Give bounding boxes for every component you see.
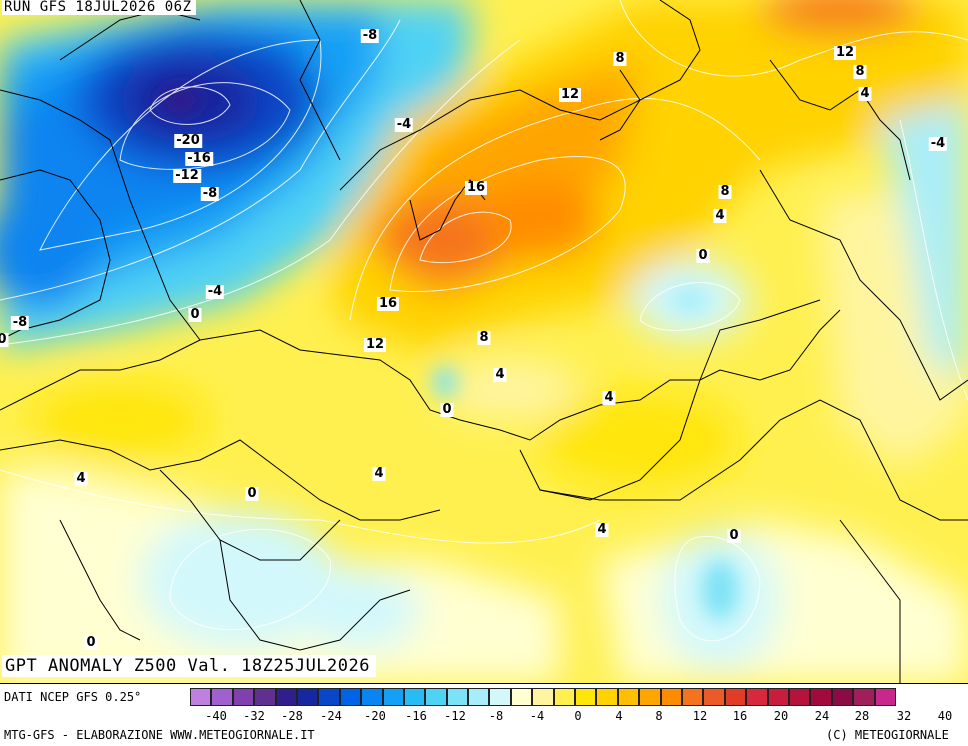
color-scale-swatch	[724, 688, 747, 706]
color-scale-swatch	[746, 688, 768, 706]
contour-label: 0	[440, 402, 454, 417]
color-scale-ticks: -40 -32 -28 -24 -20 -16 -12 -8 -4 0 4 8 12 16 20 24 28 32…	[190, 709, 960, 725]
color-scale-swatch	[660, 688, 682, 706]
contour-label: 0	[727, 528, 741, 543]
color-scale-tick-label: -32	[243, 709, 265, 723]
contour-label: 12	[363, 337, 387, 352]
color-scale-swatch	[596, 688, 618, 706]
contour-label: 4	[858, 86, 872, 101]
contour-label: -16	[185, 151, 213, 166]
color-scale-swatch	[425, 688, 447, 706]
contour-label: -8	[10, 315, 30, 330]
contour-label: 8	[613, 51, 627, 66]
copyright-label: (C) METEOGIORNALE	[826, 728, 949, 742]
contour-label: 16	[464, 180, 488, 195]
contour-label: 4	[595, 522, 609, 537]
color-scale-swatch	[361, 688, 383, 706]
color-scale-swatch	[617, 688, 640, 706]
contour-label: -8	[200, 186, 220, 201]
color-scale-tick-label: -24	[320, 709, 342, 723]
color-scale-tick-label: 12	[692, 709, 708, 723]
color-scale-tick-label: 16	[732, 709, 748, 723]
color-scale-tick-label: 8	[655, 709, 663, 723]
color-scale-swatch	[553, 688, 576, 706]
contour-label: -4	[205, 284, 225, 299]
color-scale-swatch	[382, 688, 404, 706]
color-scale-swatch	[681, 688, 704, 706]
contour-label: 8	[853, 64, 867, 79]
contour-label: -4	[928, 136, 948, 151]
color-scale-swatch	[275, 688, 297, 706]
color-scale-swatch	[468, 688, 490, 706]
color-scale-swatch	[190, 688, 212, 706]
color-scale-tick-label: 28	[854, 709, 870, 723]
contour-label: -12	[173, 168, 201, 183]
contour-label: 4	[372, 466, 386, 481]
color-scale-swatch	[853, 688, 875, 706]
color-scale-swatch	[296, 688, 319, 706]
color-scale-swatch	[639, 688, 661, 706]
contour-label: 12	[558, 87, 582, 102]
color-scale	[190, 688, 896, 706]
color-scale-swatch	[403, 688, 426, 706]
color-scale-swatch	[232, 688, 255, 706]
contour-label: 0	[188, 307, 202, 322]
color-scale-swatch	[532, 688, 554, 706]
contour-label: 4	[713, 208, 727, 223]
contour-label: 0	[696, 248, 710, 263]
color-scale-swatch	[339, 688, 362, 706]
color-scale-tick-label: -8	[488, 709, 504, 723]
contour-label: -8	[360, 28, 380, 43]
contour-label: 0	[0, 333, 9, 347]
color-scale-swatch	[703, 688, 725, 706]
data-source-label: DATI NCEP GFS 0.25°	[4, 690, 142, 704]
color-scale-tick-label: -40	[205, 709, 227, 723]
contour-label: 0	[84, 635, 98, 650]
contour-label: 4	[493, 367, 507, 382]
contour-label: 4	[74, 471, 88, 486]
color-scale-swatch	[874, 688, 896, 706]
map-title: GPT ANOMALY Z500 Val. 18Z25JUL2026	[2, 655, 376, 677]
color-scale-tick-label: 20	[773, 709, 789, 723]
color-scale-swatch	[575, 688, 597, 706]
color-scale-tick-label: 4	[615, 709, 623, 723]
color-scale-swatch	[788, 688, 811, 706]
color-scale-tick-label: -4	[529, 709, 545, 723]
contour-label: 4	[602, 390, 616, 405]
color-scale-tick-label: 40	[937, 709, 953, 723]
color-scale-swatch	[489, 688, 511, 706]
contour-label: -4	[394, 117, 414, 132]
run-label: RUN GFS 18JUL2026 06Z	[2, 0, 196, 15]
color-scale-tick-label: 32	[896, 709, 912, 723]
anomaly-map: -8 -20 -16 -12 -8 -4 -4 -8 0 12 8 16 16 …	[0, 0, 968, 683]
contour-label: 8	[718, 184, 732, 199]
color-scale-swatch	[254, 688, 276, 706]
color-scale-tick-label: -28	[281, 709, 303, 723]
contour-label: 16	[376, 296, 400, 311]
contour-label: -20	[174, 133, 202, 148]
color-scale-tick-label: 0	[574, 709, 582, 723]
color-scale-tick-label: -12	[444, 709, 466, 723]
contour-label: 12	[833, 45, 857, 60]
color-scale-swatch	[767, 688, 789, 706]
anomaly-field	[0, 0, 968, 683]
color-scale-swatch	[211, 688, 233, 706]
color-scale-swatch	[318, 688, 340, 706]
contour-label: 8	[477, 330, 491, 345]
color-scale-tick-label: -16	[405, 709, 427, 723]
color-scale-swatch	[810, 688, 832, 706]
contour-label: 0	[245, 486, 259, 501]
color-scale-tick-label: 24	[814, 709, 830, 723]
footer: DATI NCEP GFS 0.25° -40 -32 -28 -24 -20 -16 -1…	[0, 683, 968, 746]
color-scale-swatch	[831, 688, 854, 706]
color-scale-swatch	[446, 688, 469, 706]
color-scale-swatch	[510, 688, 533, 706]
credit-label: MTG-GFS - ELABORAZIONE WWW.METEOGIORNALE…	[4, 728, 315, 742]
color-scale-tick-label: -20	[364, 709, 386, 723]
